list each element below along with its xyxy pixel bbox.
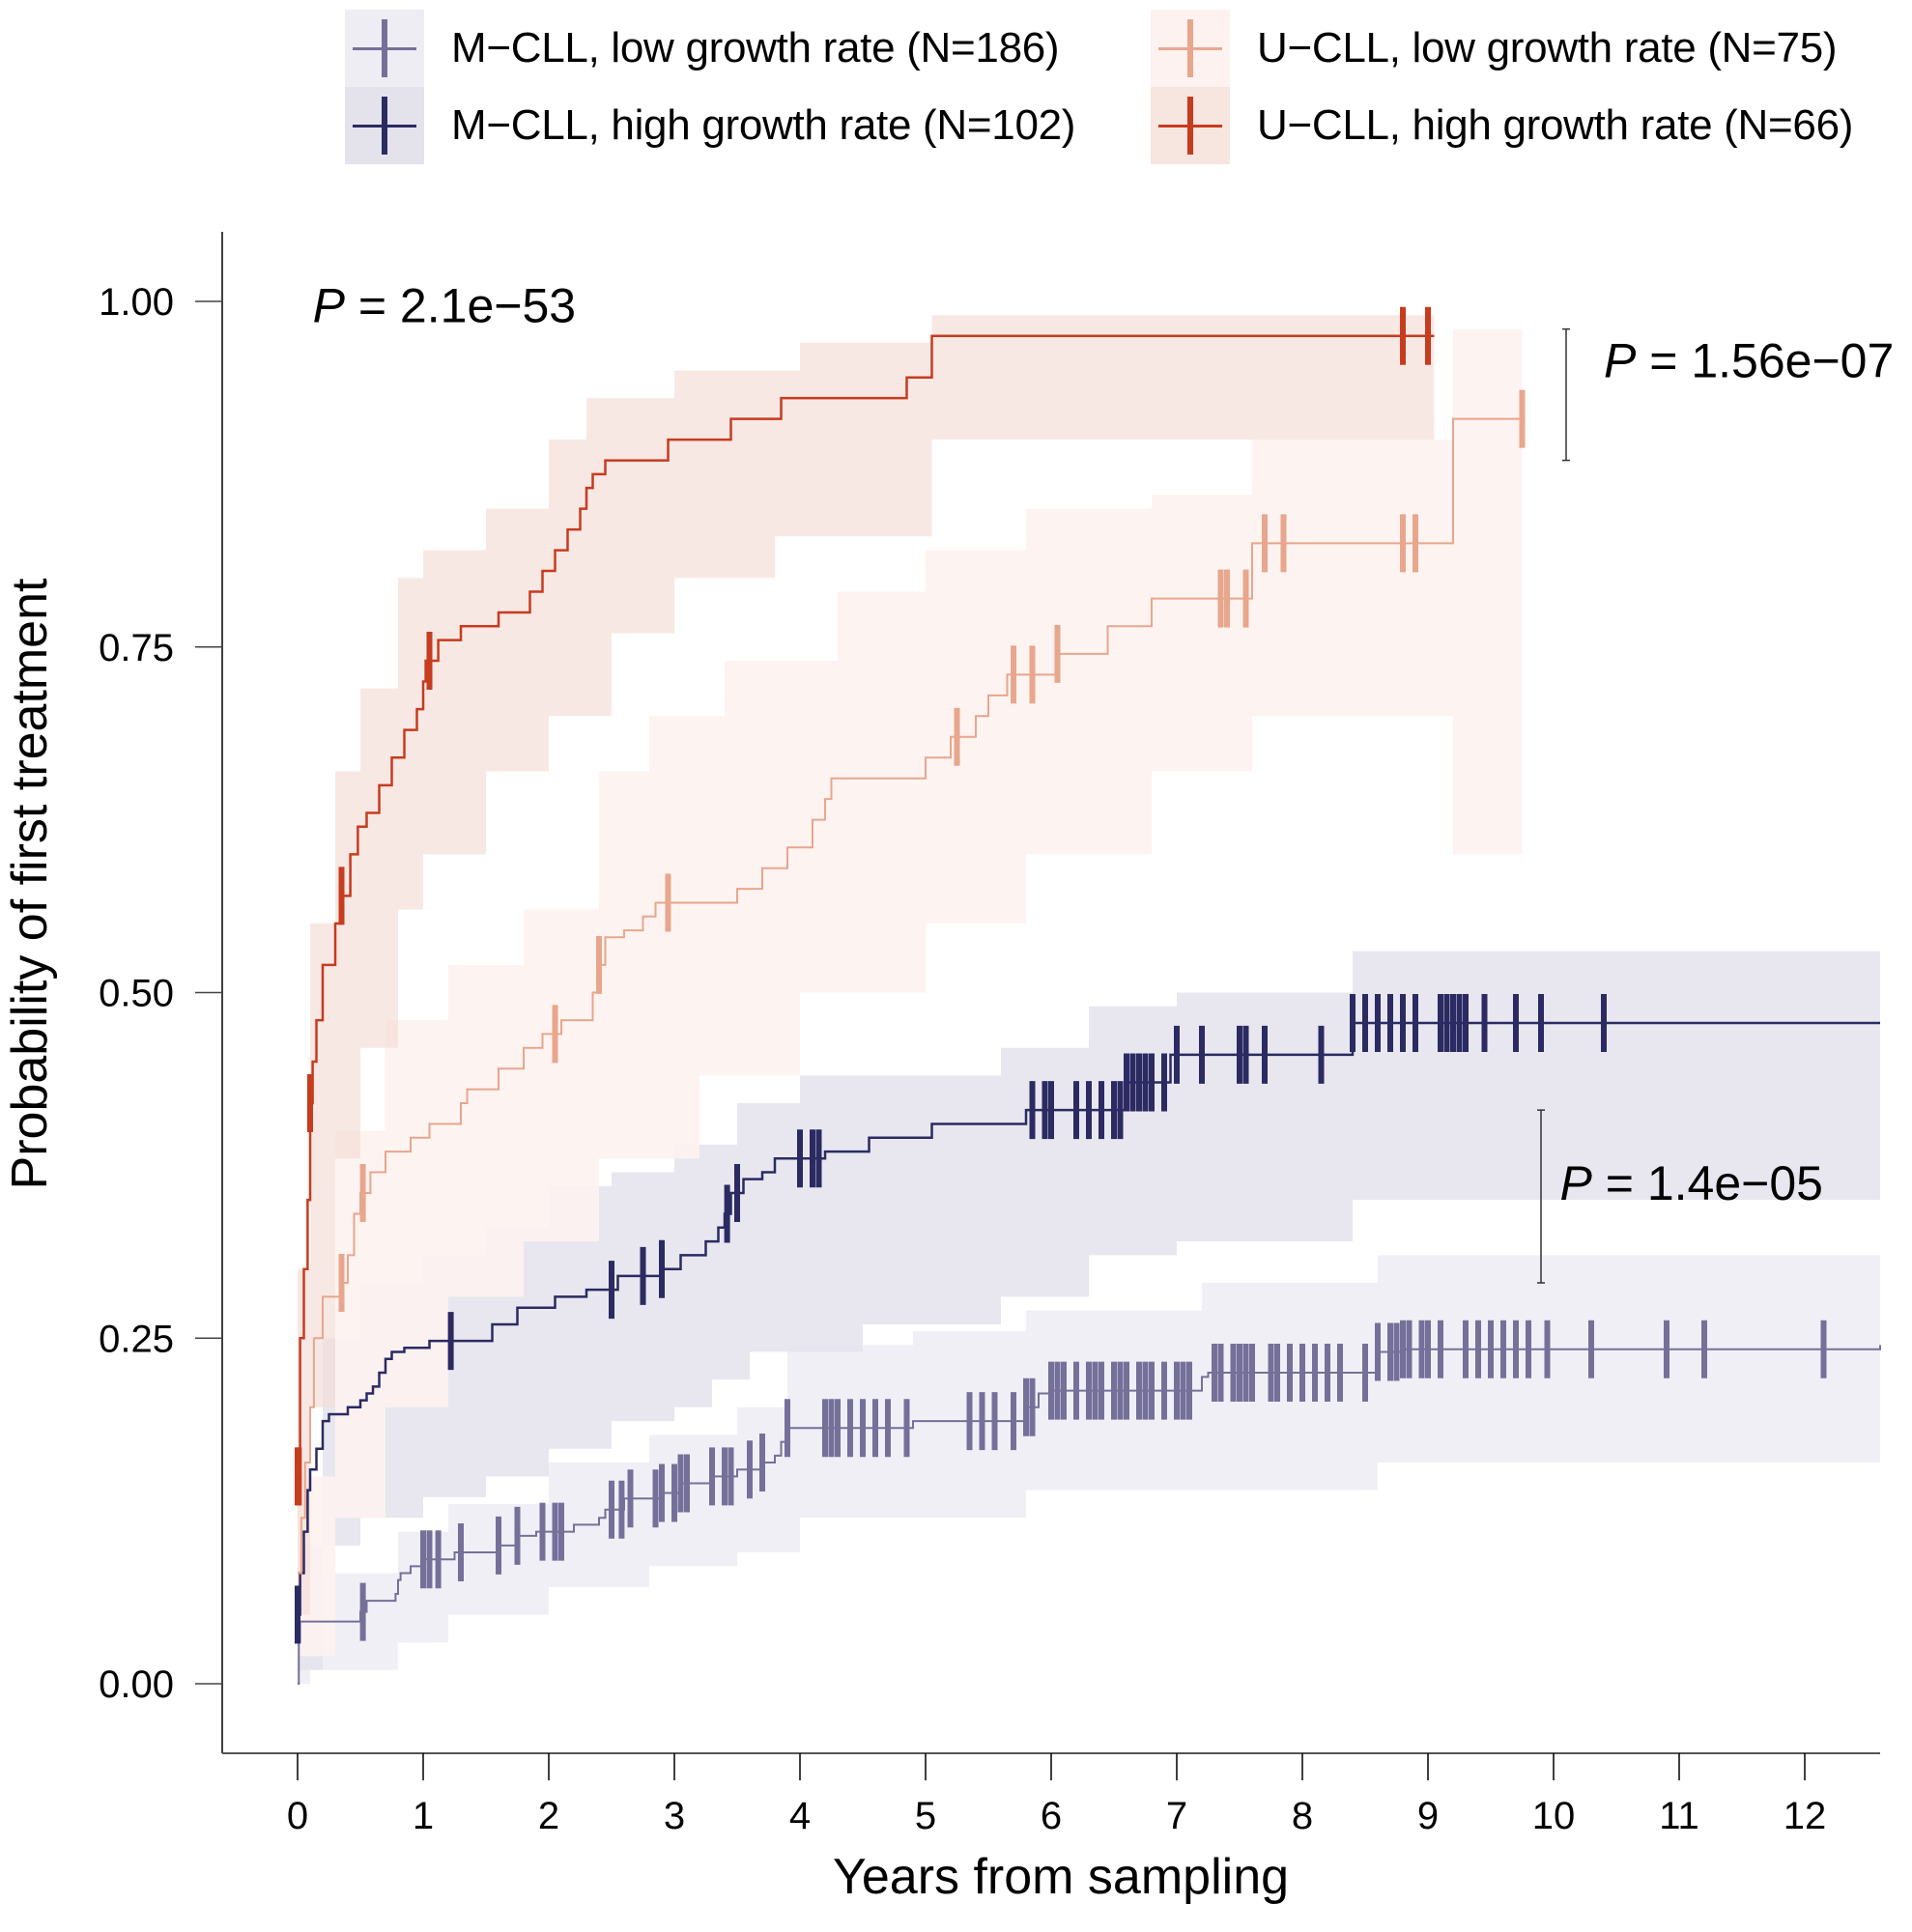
y-tick-label: 0.50 [99, 973, 174, 1015]
legend-key-mcll-low [345, 10, 424, 87]
y-tick-label: 0.75 [99, 627, 174, 669]
curve-3 [298, 334, 1435, 1478]
legend-item-ucll-high: U−CLL, high growth rate (N=66) [1151, 87, 1853, 164]
legend: M−CLL, low growth rate (N=186) M−CLL, hi… [0, 0, 1912, 174]
x-tick-label: 10 [1532, 1795, 1576, 1837]
ci-band-3 [298, 315, 1435, 1615]
legend-item-mcll-low: M−CLL, low growth rate (N=186) [345, 10, 1060, 87]
x-tick-label: 3 [664, 1795, 685, 1837]
p-value-p_overall: P = 2.1e−53 [313, 278, 576, 332]
x-axis-label: Years from sampling [833, 1849, 1289, 1905]
x-tick-label: 5 [915, 1795, 936, 1837]
x-tick-label: 12 [1784, 1795, 1827, 1837]
p-symbol: P [1560, 1156, 1593, 1210]
legend-item-ucll-low: U−CLL, low growth rate (N=75) [1151, 10, 1838, 87]
ci-band-0 [298, 1255, 1880, 1684]
x-ticks: 0 1 2 3 4 5 6 7 8 9 10 11 12 [287, 1753, 1826, 1837]
legend-label-ucll-low: U−CLL, low growth rate (N=75) [1257, 24, 1838, 71]
legend-key-ucll-low [1151, 10, 1230, 87]
x-tick-label: 11 [1659, 1795, 1699, 1837]
p-symbol: P [1604, 334, 1637, 388]
p-value-p_ucll: P = 1.56e−07 [1604, 334, 1894, 388]
x-tick-label: 8 [1292, 1795, 1313, 1837]
y-tick-label: 0.00 [99, 1663, 174, 1706]
axes: 0.000.250.500.751.00 0 1 2 3 4 5 6 7 8 9 10 11 12 Ye… [2, 232, 1880, 1905]
p-symbol: P [313, 278, 346, 332]
annotations: P = 2.1e−53P = 1.56e−07P = 1.4e−05 [313, 278, 1894, 1284]
p-value-p_mcll: P = 1.4e−05 [1560, 1156, 1823, 1210]
y-tick-label: 0.25 [99, 1318, 174, 1360]
curve-1 [298, 1021, 1880, 1616]
x-tick-label: 1 [413, 1795, 434, 1837]
x-tick-label: 7 [1166, 1795, 1187, 1837]
legend-label-mcll-high: M−CLL, high growth rate (N=102) [451, 101, 1076, 149]
x-tick-label: 0 [287, 1795, 308, 1837]
x-tick-label: 9 [1417, 1795, 1439, 1837]
y-axis-label: Probability of first treatment [2, 578, 58, 1189]
x-tick-label: 6 [1041, 1795, 1062, 1837]
p-value-text: = 2.1e−53 [345, 278, 576, 332]
p-value-text: = 1.4e−05 [1592, 1156, 1823, 1210]
legend-key-mcll-high [345, 87, 424, 164]
x-tick-label: 2 [538, 1795, 559, 1837]
legend-label-mcll-low: M−CLL, low growth rate (N=186) [451, 24, 1060, 71]
y-tick-label: 1.00 [99, 281, 174, 324]
ci-band-2 [298, 328, 1523, 1657]
legend-label-ucll-high: U−CLL, high growth rate (N=66) [1257, 101, 1854, 149]
legend-item-mcll-high: M−CLL, high growth rate (N=102) [345, 87, 1075, 164]
y-ticks: 0.00 0.25 0.50 0.75 1.00 [99, 281, 222, 1706]
censor-marks [295, 306, 1827, 1644]
ci-band-1 [298, 895, 1880, 1670]
p-value-text: = 1.56e−07 [1636, 334, 1894, 388]
confidence-bands [298, 315, 1880, 1684]
x-tick-label: 4 [789, 1795, 811, 1837]
legend-key-ucll-high [1151, 87, 1230, 164]
